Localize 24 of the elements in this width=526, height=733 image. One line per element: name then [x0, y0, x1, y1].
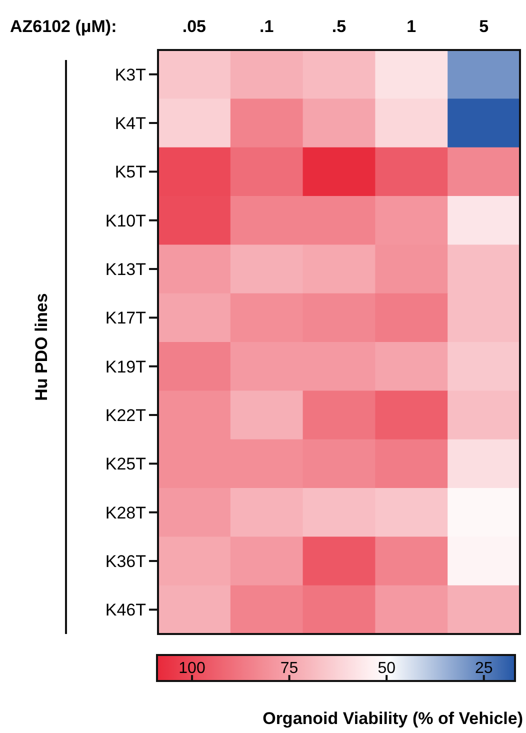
- y-tick-label: K10T: [105, 211, 146, 230]
- y-axis-title: Hu PDO lines: [32, 293, 51, 401]
- y-tick-label: K13T: [105, 260, 146, 279]
- x-tick-label: 5: [479, 17, 489, 36]
- y-tick-label: K5T: [114, 162, 146, 182]
- y-tick-label: K25T: [105, 454, 146, 474]
- y-tick-label: K36T: [105, 552, 146, 571]
- color-bar-title: Organoid Viability (% of Vehicle): [262, 709, 523, 728]
- color-bar-label: 50: [378, 660, 396, 677]
- x-tick-label: .5: [332, 17, 346, 36]
- y-tick-label: K22T: [105, 406, 146, 425]
- y-tick-label: K46T: [105, 600, 146, 620]
- color-bar-label: 100: [178, 660, 206, 677]
- x-tick-label: .1: [260, 17, 274, 36]
- color-bar-label: 75: [280, 660, 298, 677]
- x-tick-label: 1: [406, 17, 416, 36]
- y-tick-label: K19T: [105, 357, 146, 376]
- y-tick-label: K17T: [105, 308, 146, 328]
- x-axis-title: AZ6102 (μM):: [10, 17, 117, 36]
- y-tick-label: K3T: [114, 65, 146, 84]
- color-bar-label: 25: [474, 660, 493, 677]
- y-tick-label: K28T: [105, 503, 146, 522]
- y-tick-label: K4T: [114, 114, 146, 133]
- x-tick-label: .05: [182, 17, 206, 36]
